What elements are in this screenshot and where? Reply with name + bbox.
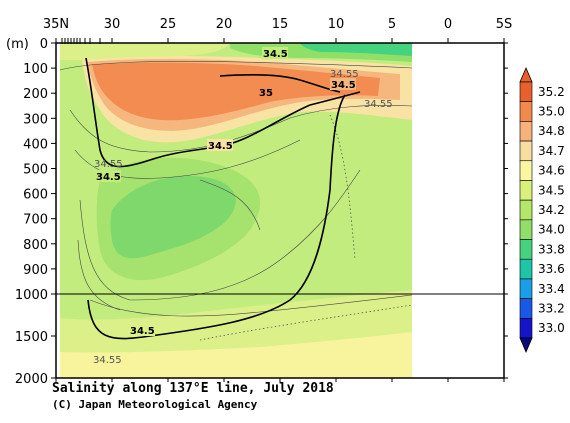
colorbar-swatch: [519, 199, 533, 221]
colorbar-swatch: [519, 278, 533, 299]
y-unit-label: (m): [6, 37, 29, 52]
chart-credit: (C) Japan Meteorological Agency: [52, 398, 258, 411]
colorbar-label: 33.4: [538, 282, 565, 296]
colorbar-swatch: [519, 140, 533, 162]
colorbar-swatch: [519, 258, 533, 280]
contour-label: 34.55: [94, 159, 123, 170]
y-tick-label: 0: [40, 37, 48, 52]
x-tick-label: 30: [104, 17, 121, 32]
colorbar-swatch: [519, 160, 533, 181]
x-tick-label: 25: [160, 17, 177, 32]
colorbar-label: 33.0: [538, 321, 565, 335]
colorbar-swatch: [519, 101, 533, 122]
colorbar-swatch: [519, 318, 533, 339]
x-tick-label: 5: [388, 17, 396, 32]
y-tick-label: 2000: [15, 372, 48, 387]
colorbar-swatch: [519, 81, 533, 102]
y-tick-label: 200: [23, 87, 48, 102]
y-tick-label: 700: [23, 213, 48, 228]
field-34-0-core: [110, 175, 236, 259]
x-tick-label: 20: [216, 17, 233, 32]
x-tick-label: 0: [444, 17, 452, 32]
x-tick-label: 10: [328, 17, 345, 32]
contour-label: 34.55: [93, 355, 122, 366]
y-tick-label: 300: [23, 112, 48, 127]
contour-label-group: 34.5 35 34.5 34.5 34.5 34.55 34.5 34.55 …: [93, 47, 393, 366]
x-tick-label: 5S: [496, 17, 513, 32]
colorbar-bottom-arrow: [519, 337, 533, 354]
field-deep-34-6: [60, 330, 412, 378]
contour-label: 34.5: [96, 172, 121, 183]
colorbar-label: 35.2: [538, 85, 565, 99]
colorbar-label: 34.7: [538, 144, 565, 158]
x-axis: 35N 30 25 20 15 10 5 0 5S: [43, 17, 512, 382]
colorbar-label: 34.6: [538, 164, 565, 178]
colorbar-label: 34.8: [538, 124, 565, 138]
y-tick-label: 900: [23, 263, 48, 278]
contour-label: 34.55: [364, 99, 393, 110]
salinity-field: [60, 43, 412, 378]
y-tick-label: 1000: [15, 288, 48, 303]
colorbar-swatch: [519, 298, 533, 319]
y-tick-label: 400: [23, 137, 48, 152]
field-surface-west: [60, 43, 230, 60]
contours-dotted: [199, 114, 412, 341]
colorbar-label: 33.8: [538, 242, 565, 256]
colorbar-swatch: [519, 239, 533, 260]
field-35-0: [92, 62, 380, 121]
colorbar-label: 35.0: [538, 105, 565, 119]
contour-label: 34.55: [330, 69, 359, 80]
y-tick-label: 800: [23, 238, 48, 253]
colorbar-top-arrow: [519, 66, 533, 83]
contour-label: 35: [259, 88, 273, 99]
colorbar-swatch: [519, 121, 533, 142]
y-tick-label: 1500: [15, 330, 48, 345]
colorbar: 35.2 35.0 34.8 34.7 34.6 34.5 34.2 34.0 33.8 33.6…: [519, 66, 565, 354]
contour-label: 34.5: [263, 49, 288, 60]
chart-title: Salinity along 137°E line, July 2018: [52, 381, 334, 396]
surface-station-ticks: [61, 38, 101, 44]
x-tick-label: 35N: [43, 17, 69, 32]
colorbar-label: 33.2: [538, 301, 565, 315]
y-tick-label: 100: [23, 62, 48, 77]
colorbar-label: 34.2: [538, 203, 565, 217]
contour-label: 34.5: [130, 326, 155, 337]
y-tick-label: 500: [23, 163, 48, 178]
colorbar-swatch: [519, 219, 533, 240]
colorbar-swatch: [519, 180, 533, 201]
y-axis: 0 100 200 300 400 500 600 700 800 900 1000 1500 2000: [15, 37, 508, 387]
y-tick-label: 600: [23, 188, 48, 203]
colorbar-label: 34.0: [538, 223, 565, 237]
x-tick-label: 15: [272, 17, 289, 32]
contour-label: 34.5: [331, 80, 356, 91]
field-surface-low-33-8: [300, 43, 412, 56]
colorbar-label: 33.6: [538, 262, 565, 276]
colorbar-label: 34.5: [538, 183, 565, 197]
contour-label: 34.5: [208, 141, 233, 152]
